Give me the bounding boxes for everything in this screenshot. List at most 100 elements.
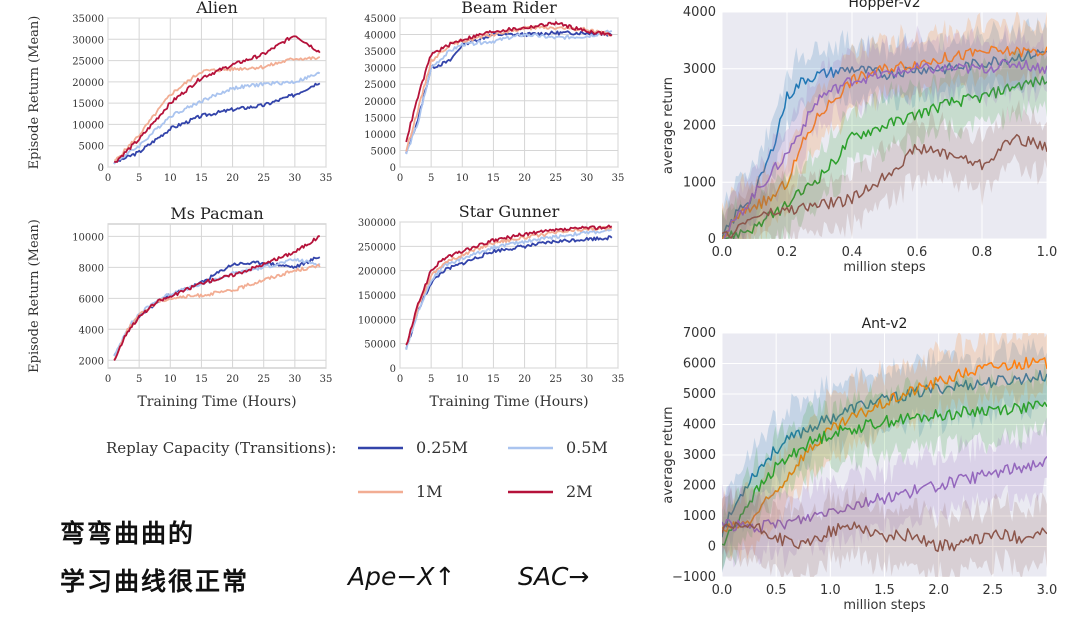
x-tick-label: 30 — [580, 173, 593, 184]
y-tick-label: 4000 — [79, 325, 104, 336]
y-tick-label: 6000 — [79, 294, 104, 305]
x-tick-label: 0.0 — [712, 245, 733, 260]
series-line-0.5M — [405, 228, 613, 351]
series-line-brown — [722, 133, 1047, 239]
y-axis-label: Episode Return (Mean) — [27, 16, 42, 170]
x-tick-label: 10 — [456, 374, 469, 385]
series-line-green — [724, 75, 1047, 239]
y-tick-label: 3000 — [683, 62, 716, 77]
x-tick-label: 0.4 — [842, 245, 863, 260]
y-tick-label: 20000 — [364, 97, 396, 108]
chart-alien: 0 5 10 15 20 25 30 35 0 5000 10000 15000 20000 25000 3… — [27, 0, 332, 184]
y-tick-label: 4000 — [683, 5, 716, 20]
caption-ape-x: Ape−X↑ — [348, 562, 456, 591]
y-tick-label: 35000 — [72, 14, 104, 25]
chart-title: Hopper-v2 — [848, 0, 920, 11]
y-tick-label: 0 — [390, 364, 396, 375]
y-tick-label: 1000 — [683, 509, 716, 524]
series-line-0.5M — [405, 29, 613, 155]
series-band-blue — [722, 17, 1047, 239]
series-band-green — [722, 362, 1047, 571]
chart-title: Star Gunner — [459, 202, 560, 221]
x-tick-label: 0.2 — [777, 245, 798, 260]
plot-area — [405, 21, 613, 155]
y-tick-label: 1000 — [683, 175, 716, 190]
y-tick-label: 250000 — [358, 242, 396, 253]
legend-label-0.5M: 0.5M — [566, 438, 608, 457]
x-tick-label: 20 — [518, 173, 531, 184]
y-tick-label: 15000 — [72, 99, 104, 110]
chart-title: Ms Pacman — [170, 204, 263, 223]
x-tick-label: 35 — [612, 173, 625, 184]
x-tick-label: 0 — [397, 173, 403, 184]
y-tick-label: 0 — [708, 232, 716, 247]
series-line-0.25M — [405, 235, 613, 350]
x-tick-label: 3.0 — [1037, 583, 1058, 598]
caption-sac: SAC→ — [518, 562, 590, 591]
x-tick-label: 10 — [164, 374, 177, 385]
x-tick-label: 0 — [105, 374, 111, 385]
series-band-purple — [722, 24, 1047, 239]
series-line-brown — [722, 521, 1047, 553]
y-axis-label: average return — [661, 406, 676, 503]
y-tick-label: 10000 — [364, 130, 396, 141]
chart-beam-rider: 0 5 10 15 20 25 30 35 0 5000 10000 15000 20000 25000 3… — [364, 0, 624, 184]
x-tick-label: 0 — [105, 173, 111, 184]
x-tick-label: 5 — [428, 173, 434, 184]
series-band-brown — [722, 483, 1047, 577]
x-tick-label: 5 — [136, 374, 142, 385]
x-tick-label: 20 — [518, 374, 531, 385]
series-line-2M — [405, 224, 613, 346]
chart-star-gunner: 0 5 10 15 20 25 30 35 0 50000 100000 150000 200000 25… — [358, 202, 625, 410]
x-tick-label: 30 — [288, 173, 301, 184]
x-tick-label: 0 — [397, 374, 403, 385]
series-band-blue — [722, 337, 1047, 574]
y-tick-label: 15000 — [364, 113, 396, 124]
y-tick-label: 0 — [708, 540, 716, 555]
y-tick-label: 300000 — [358, 218, 396, 229]
x-tick-label: 25 — [257, 173, 270, 184]
series-line-2M — [405, 21, 613, 143]
series-band-purple — [722, 417, 1047, 570]
y-tick-label: 200000 — [358, 267, 396, 278]
x-tick-label: 20 — [226, 374, 239, 385]
x-axis-label: million steps — [843, 260, 926, 275]
y-tick-label: 50000 — [364, 340, 396, 351]
x-tick-label: 1.0 — [1037, 245, 1058, 260]
plot-area — [722, 12, 1047, 239]
series-line-0.25M — [405, 30, 613, 154]
x-axis-label: Training Time (Hours) — [137, 394, 296, 410]
x-tick-label: 0.6 — [907, 245, 928, 260]
series-line-0.25M — [113, 82, 321, 165]
plot-area — [405, 224, 613, 351]
y-tick-label: −1000 — [672, 570, 716, 585]
series-line-1M — [405, 225, 613, 345]
legend-title: Replay Capacity (Transitions): — [106, 439, 336, 457]
x-tick-label: 25 — [549, 173, 562, 184]
series-line-purple — [722, 456, 1047, 533]
x-tick-label: 15 — [195, 374, 208, 385]
x-tick-label: 15 — [195, 173, 208, 184]
x-tick-label: 0.0 — [712, 583, 733, 598]
x-tick-label: 35 — [320, 374, 333, 385]
y-tick-label: 40000 — [364, 31, 396, 42]
chart-title: Beam Rider — [461, 0, 557, 17]
x-axis-label: Training Time (Hours) — [429, 394, 588, 410]
x-tick-label: 5 — [428, 374, 434, 385]
y-tick-label: 30000 — [364, 64, 396, 75]
y-tick-label: 10000 — [72, 120, 104, 131]
y-tick-label: 0 — [390, 163, 396, 174]
legend-label-0.25M: 0.25M — [416, 438, 468, 457]
y-tick-label: 150000 — [358, 291, 396, 302]
y-tick-label: 25000 — [72, 57, 104, 68]
y-tick-label: 0 — [98, 163, 104, 174]
x-tick-label: 0.8 — [972, 245, 993, 260]
x-tick-label: 30 — [288, 374, 301, 385]
plot-area — [722, 333, 1047, 577]
x-tick-label: 25 — [257, 374, 270, 385]
y-tick-label: 10000 — [72, 232, 104, 243]
x-tick-label: 2.5 — [982, 583, 1003, 598]
y-tick-label: 25000 — [364, 80, 396, 91]
series-line-orange — [722, 45, 1047, 239]
y-tick-label: 4000 — [683, 418, 716, 433]
